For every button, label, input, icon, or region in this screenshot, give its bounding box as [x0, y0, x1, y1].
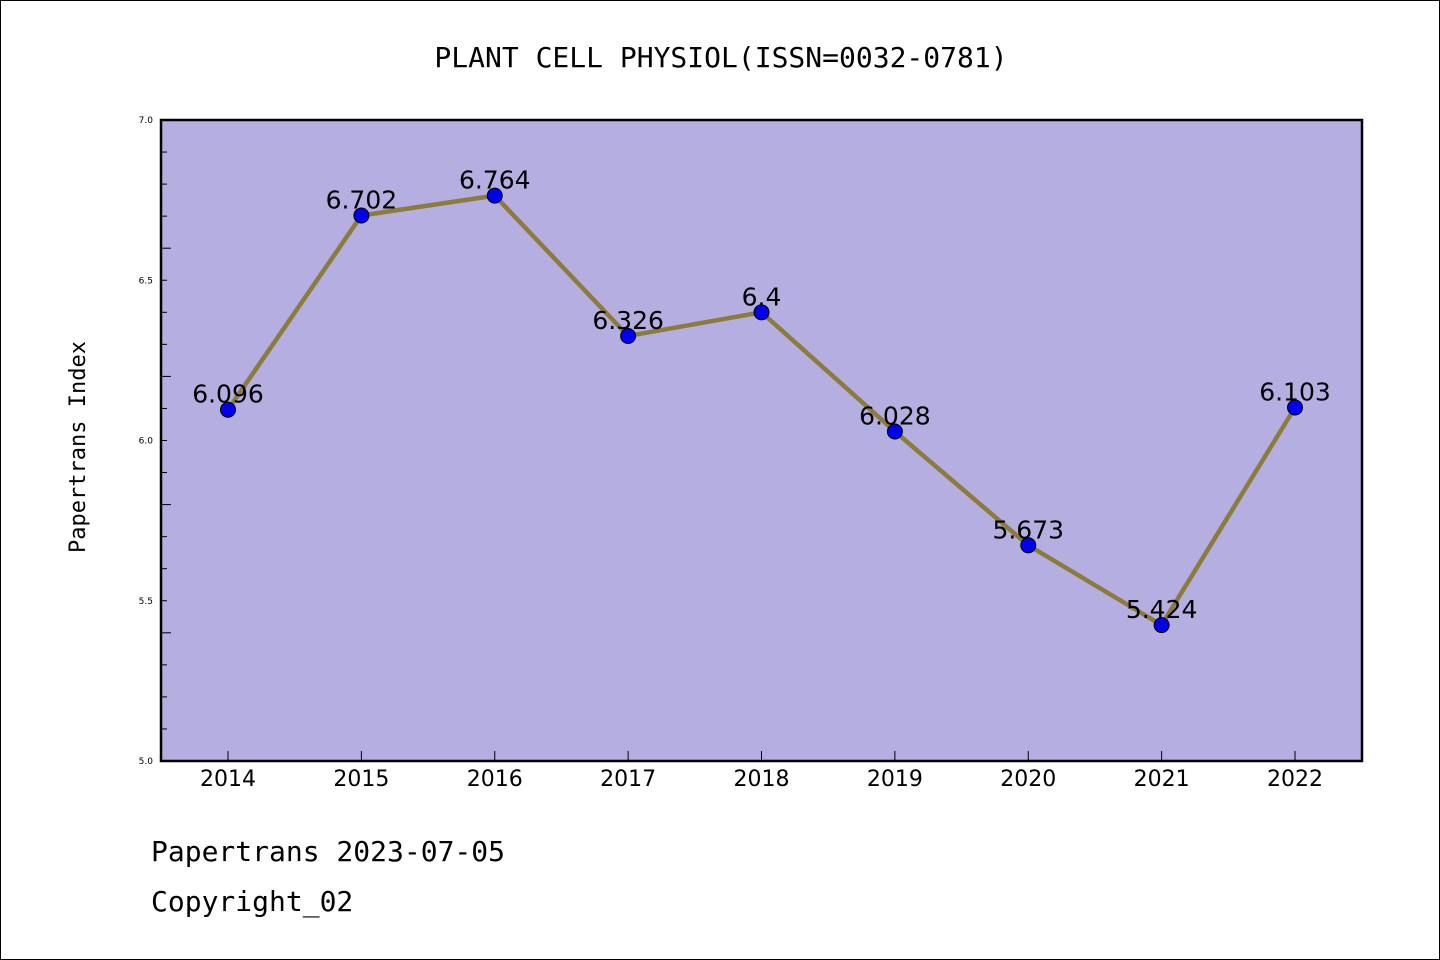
y-tick-label: 6.0 — [139, 437, 154, 447]
x-tick-label: 2014 — [200, 767, 256, 792]
data-point — [1287, 399, 1303, 416]
data-label: 6.028 — [859, 402, 931, 431]
data-label: 5.673 — [992, 515, 1064, 544]
y-tick-label: 5.5 — [139, 597, 153, 607]
footer-date: Papertrans 2023-07-05 — [151, 835, 506, 868]
data-point — [486, 187, 503, 204]
data-point — [220, 401, 236, 418]
data-point — [1020, 537, 1037, 554]
data-point — [620, 328, 637, 345]
plot-area — [159, 118, 1364, 763]
x-tick-label: 2022 — [1267, 767, 1323, 792]
footer-copyright: Copyright_02 — [151, 885, 354, 918]
x-tick-label: 2015 — [333, 767, 389, 792]
chart-title: PLANT CELL PHYSIOL(ISSN=0032-0781) — [434, 41, 1007, 74]
data-point — [353, 207, 370, 224]
data-point — [1153, 617, 1170, 634]
x-tick-label: 2017 — [600, 767, 656, 792]
data-point — [886, 423, 903, 440]
data-label: 6.103 — [1259, 377, 1331, 406]
x-tick-label: 2018 — [734, 767, 790, 792]
x-tick-label: 2021 — [1134, 767, 1190, 792]
x-tick-label: 2020 — [1000, 767, 1056, 792]
data-point-group — [220, 187, 1303, 634]
data-label: 6.4 — [742, 282, 782, 311]
data-point — [753, 304, 770, 321]
y-axis: 5.0 5.5 6.0 6.5 7.0 — [139, 116, 171, 767]
data-label: 6.096 — [192, 380, 264, 409]
x-axis: 2014 2015 2016 2017 2018 2019 2020 2021 2022 — [200, 751, 1323, 792]
data-label: 6.326 — [592, 306, 664, 335]
data-label-group: 6.096 6.702 6.764 6.326 6.4 6.028 5.673 5.424 6.… — [192, 166, 1331, 624]
y-tick-label: 6.5 — [139, 276, 153, 286]
y-tick-label: 7.0 — [139, 116, 154, 126]
data-label: 5.424 — [1126, 595, 1198, 624]
x-tick-label: 2019 — [867, 767, 923, 792]
y-tick-label: 5.0 — [139, 757, 154, 767]
y-axis-label: Papertrans Index — [66, 341, 91, 553]
data-label: 6.764 — [459, 166, 531, 195]
data-label: 6.702 — [326, 186, 398, 215]
x-tick-label: 2016 — [467, 767, 523, 792]
